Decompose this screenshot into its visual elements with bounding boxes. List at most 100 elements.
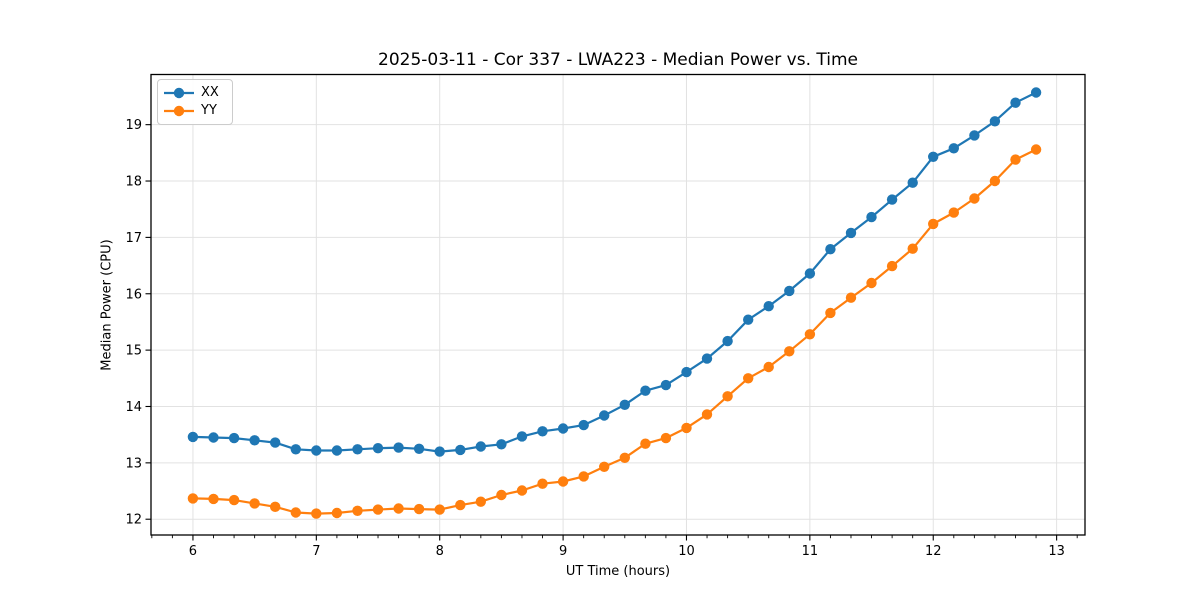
data-point-xx: [660, 379, 672, 391]
data-point-yy: [866, 277, 877, 289]
data-point-xx: [557, 423, 569, 434]
data-point-xx: [681, 366, 692, 378]
data-point-yy: [1010, 154, 1021, 165]
x-tick-label: 9: [559, 544, 567, 559]
data-point-xx: [599, 410, 610, 421]
data-point-yy: [1030, 144, 1042, 155]
data-point-yy: [989, 175, 1001, 187]
y-tick-label: 14: [125, 400, 142, 415]
data-point-xx: [948, 143, 959, 154]
data-point-xx: [1030, 87, 1042, 98]
data-point-xx: [866, 211, 877, 223]
data-point-yy: [393, 503, 404, 514]
data-point-yy: [722, 391, 733, 402]
data-point-yy: [948, 207, 959, 218]
data-point-yy: [599, 461, 610, 472]
y-tick-label: 13: [125, 456, 142, 471]
data-point-yy: [681, 422, 692, 434]
data-point-yy: [475, 496, 486, 507]
data-point-xx: [763, 301, 774, 312]
data-point-xx: [270, 437, 281, 448]
data-point-yy: [311, 508, 322, 519]
data-point-yy: [516, 485, 528, 496]
x-tick-label: 12: [925, 544, 942, 559]
axes-box: [150, 73, 1086, 536]
data-point-yy: [784, 346, 795, 357]
data-point-xx: [187, 431, 199, 443]
data-point-yy: [290, 507, 301, 518]
legend-item-xx: XX: [163, 84, 225, 102]
data-point-xx: [208, 432, 219, 443]
legend-line-marker-xx-icon: [164, 87, 194, 99]
data-point-xx: [969, 130, 980, 141]
data-point-yy: [372, 504, 384, 515]
y-tick-label: 16: [125, 287, 142, 302]
data-point-yy: [845, 292, 857, 303]
data-point-xx: [578, 419, 589, 431]
data-point-xx: [331, 445, 343, 456]
data-point-xx: [455, 444, 466, 456]
data-point-xx: [1010, 97, 1021, 108]
data-point-xx: [413, 443, 425, 454]
data-point-yy: [496, 489, 507, 501]
data-point-xx: [928, 151, 939, 162]
legend-label-yy: YY: [201, 103, 217, 118]
data-point-yy: [557, 476, 569, 487]
data-point-yy: [825, 307, 836, 319]
data-point-xx: [537, 426, 548, 437]
data-point-yy: [331, 507, 343, 519]
data-point-yy: [434, 504, 445, 515]
data-point-xx: [228, 432, 240, 444]
series-line-yy: [192, 148, 1037, 515]
data-point-yy: [352, 505, 363, 516]
data-point-yy: [763, 361, 774, 373]
data-point-yy: [743, 373, 754, 384]
data-point-xx: [825, 244, 836, 255]
data-point-yy: [413, 503, 425, 515]
y-axis-label: Median Power (CPU): [99, 239, 115, 371]
data-point-yy: [228, 494, 240, 506]
y-tick-label: 19: [125, 118, 142, 133]
data-point-yy: [660, 432, 672, 444]
data-point-yy: [969, 193, 980, 204]
data-point-xx: [475, 441, 486, 452]
x-tick-label: 7: [312, 544, 320, 559]
x-tick-label: 13: [1048, 544, 1065, 559]
data-point-yy: [928, 218, 939, 230]
data-point-xx: [804, 268, 816, 279]
data-point-yy: [619, 452, 630, 463]
data-point-xx: [907, 177, 918, 188]
data-point-xx: [516, 431, 528, 442]
y-tick-label: 12: [125, 513, 142, 528]
legend-item-yy: YY: [163, 102, 225, 120]
x-tick-label: 8: [436, 544, 444, 559]
data-point-xx: [722, 335, 733, 347]
data-point-xx: [393, 442, 404, 453]
x-tick-label: 10: [678, 544, 695, 559]
data-point-xx: [886, 194, 898, 205]
x-tick-label: 11: [802, 544, 819, 559]
chart-title: 2025-03-11 - Cor 337 - LWA223 - Median P…: [378, 50, 858, 70]
data-point-yy: [804, 329, 816, 340]
data-point-xx: [352, 444, 363, 455]
y-tick-label: 15: [125, 344, 142, 359]
legend-line-marker-yy-icon: [164, 105, 194, 117]
legend: XX YY: [157, 79, 233, 125]
data-point-xx: [845, 227, 857, 239]
data-point-xx: [311, 445, 322, 456]
y-tick-label: 17: [125, 231, 142, 246]
data-point-xx: [989, 116, 1001, 127]
data-point-yy: [537, 478, 548, 489]
data-point-xx: [496, 439, 507, 450]
data-point-yy: [886, 260, 898, 272]
data-point-yy: [455, 499, 466, 511]
x-tick-label: 6: [189, 544, 197, 559]
data-point-xx: [701, 353, 713, 364]
data-point-yy: [701, 409, 713, 420]
data-point-yy: [208, 493, 219, 505]
data-point-yy: [907, 243, 918, 254]
data-point-xx: [249, 435, 260, 446]
data-point-yy: [187, 493, 199, 504]
y-tick-label: 18: [125, 175, 142, 190]
